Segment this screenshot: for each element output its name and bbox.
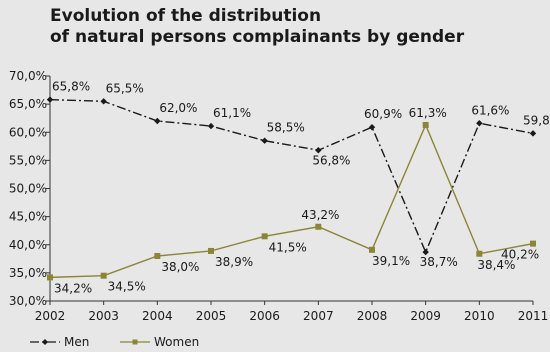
y-tick-label: 50,0% <box>9 182 47 196</box>
y-tick-label: 55,0% <box>9 153 47 167</box>
data-point-women <box>154 253 161 259</box>
data-point-women <box>47 274 53 281</box>
y-tick-label: 70,0% <box>9 69 47 83</box>
data-point-women <box>422 121 429 128</box>
data-label-women: 61,3% <box>409 106 447 120</box>
x-tick-label: 2003 <box>88 309 119 323</box>
x-tick-label: 2011 <box>518 309 549 323</box>
data-label-women: 41,5% <box>269 240 307 254</box>
y-tick-label: 60,0% <box>9 125 47 139</box>
data-point-women <box>315 223 322 230</box>
data-point-men <box>422 248 429 256</box>
y-tick-label: 40,0% <box>9 238 47 252</box>
data-label-women: 38,4% <box>477 258 515 272</box>
data-point-men <box>476 120 483 127</box>
data-label-women: 38,0% <box>161 260 199 274</box>
data-label-men: 58,5% <box>267 121 305 135</box>
legend-marker-women <box>132 339 138 345</box>
data-point-women <box>208 247 214 254</box>
x-axis-ticks: 2002 2003 2004 2005 2006 2007 2008 2009 2010 2011 <box>35 301 549 323</box>
data-point-men <box>368 123 376 131</box>
data-label-men: 61,6% <box>471 103 509 117</box>
x-tick-label: 2004 <box>142 309 173 323</box>
legend-marker-men <box>42 339 48 345</box>
data-point-women <box>476 250 483 257</box>
y-tick-label: 65,0% <box>9 97 47 111</box>
data-label-women: 40,2% <box>501 248 539 262</box>
data-point-men <box>315 147 322 154</box>
x-tick-label: 2005 <box>196 309 227 323</box>
data-point-men <box>46 96 54 103</box>
legend-label-women: Women <box>154 335 199 349</box>
legend-label-men: Men <box>64 335 89 349</box>
data-label-men: 56,8% <box>312 153 350 167</box>
x-tick-label: 2007 <box>303 309 334 323</box>
data-label-men: 65,5% <box>106 81 144 95</box>
data-label-women: 34,5% <box>108 280 146 294</box>
chart-title: Evolution of the distribution of natural… <box>50 6 464 48</box>
data-point-men <box>207 122 215 130</box>
x-tick-label: 2009 <box>410 309 441 323</box>
chart-title-line-1: Evolution of the distribution <box>50 6 322 26</box>
data-point-men <box>261 137 268 144</box>
data-label-women: 43,2% <box>301 208 339 222</box>
data-point-men <box>100 98 107 105</box>
data-point-women <box>100 272 107 279</box>
y-tick-label: 30,0% <box>9 294 47 308</box>
data-point-men <box>529 130 537 137</box>
data-label-men: 61,1% <box>213 106 251 120</box>
data-point-men <box>154 117 161 125</box>
x-tick-label: 2008 <box>357 309 388 323</box>
data-label-women: 38,9% <box>215 255 253 269</box>
x-tick-label: 2002 <box>35 309 66 323</box>
chart-title-line-2: of natural persons complainants by gende… <box>50 27 465 47</box>
series-line-women <box>49 123 534 279</box>
data-point-women <box>261 233 268 240</box>
y-axis-ticks: 30,0% 35,0% 40,0% 45,0% 50,0% 55,0% 60,0% 65,0%… <box>9 69 50 308</box>
data-label-women: 34,2% <box>54 281 92 295</box>
data-point-women <box>530 240 536 247</box>
chart-series <box>46 96 537 281</box>
data-label-women: 39,1% <box>372 254 410 268</box>
x-tick-label: 2006 <box>249 309 280 323</box>
data-label-men: 60,9% <box>364 107 402 121</box>
x-tick-label: 2010 <box>464 309 495 323</box>
data-point-women <box>369 246 375 253</box>
data-labels: 65,8% 65,5% 62,0% 61,1% 58,5% 56,8% 60,9% 38,7%… <box>52 80 550 296</box>
data-label-men: 59,8% <box>523 113 550 127</box>
data-label-men: 65,8% <box>52 80 90 94</box>
chart-axes <box>49 76 533 302</box>
chart-legend: Men Women <box>30 335 199 349</box>
y-tick-label: 35,0% <box>9 266 47 280</box>
data-label-men: 38,7% <box>420 255 458 269</box>
y-tick-label: 45,0% <box>9 210 47 224</box>
data-label-men: 62,0% <box>159 101 197 115</box>
